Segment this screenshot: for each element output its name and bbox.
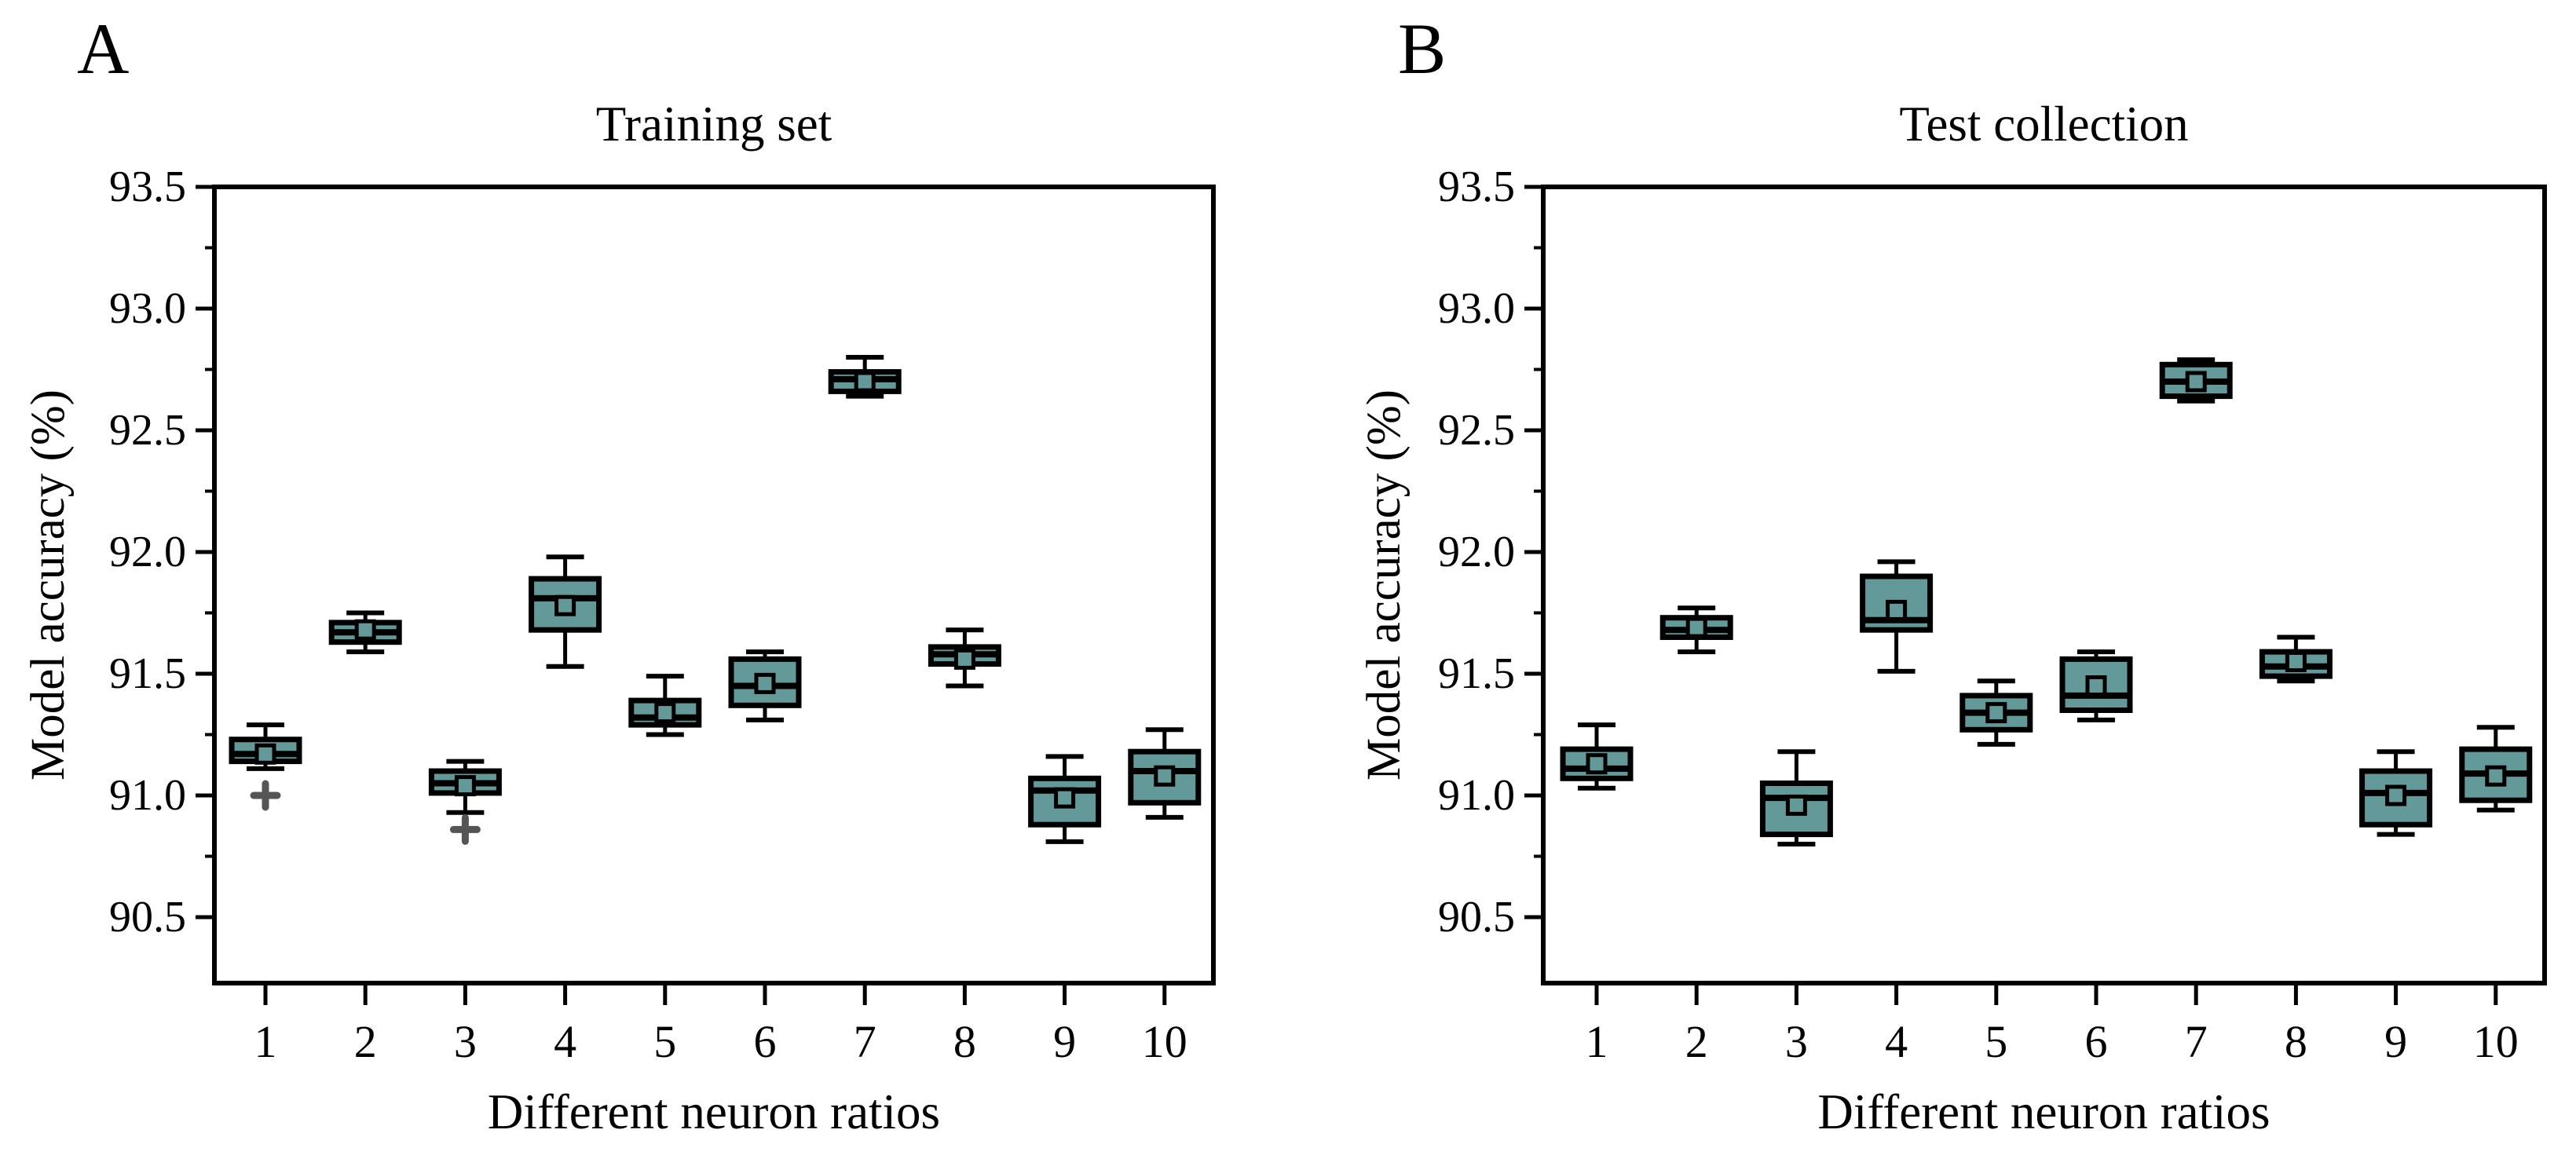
mean-marker xyxy=(754,672,776,694)
y-tick-label: 91.5 xyxy=(109,649,186,698)
box-group-2 xyxy=(1659,605,1733,655)
x-tick-label: 7 xyxy=(854,1016,876,1067)
x-axis-label: Different neuron ratios xyxy=(487,1084,941,1139)
x-tick-label: 4 xyxy=(554,1016,576,1067)
x-tick-label: 8 xyxy=(953,1016,976,1067)
x-tick-label: 9 xyxy=(2384,1016,2407,1067)
mean-marker xyxy=(854,371,876,393)
mean-marker xyxy=(953,648,975,670)
x-tick-label: 1 xyxy=(254,1016,277,1067)
box-group-8 xyxy=(2259,634,2333,684)
mean-marker xyxy=(1985,702,2007,724)
x-tick-label: 5 xyxy=(1985,1016,2007,1067)
mean-marker xyxy=(254,743,276,765)
box-group-10 xyxy=(2459,725,2533,813)
y-tick-label: 91.0 xyxy=(1438,771,1515,820)
box-group-10 xyxy=(1128,727,1202,820)
y-tick-label: 93.0 xyxy=(1438,284,1515,333)
y-axis: 93.5 93.0 92.5 92.0 91.5 91.0 90.5 xyxy=(1438,163,1543,941)
y-tick-label: 92.0 xyxy=(1438,528,1515,576)
mean-marker xyxy=(2185,371,2207,393)
box-group-7 xyxy=(828,355,902,399)
x-axis: 1 2 3 4 5 6 7 8 9 10 xyxy=(1586,983,2519,1067)
x-tick-label: 10 xyxy=(1142,1016,1187,1067)
x-tick-label: 3 xyxy=(454,1016,477,1067)
box-group-6 xyxy=(728,649,802,722)
box-group-7 xyxy=(2159,357,2233,404)
boxplot-training-set: 93.5 93.0 92.5 92.0 91.5 91.0 90.5 1 2 3 4 5 6 7 8 9 10 xyxy=(109,163,1216,1067)
panel-letter-b: B xyxy=(1398,9,1447,89)
x-tick-label: 5 xyxy=(653,1016,676,1067)
mean-marker xyxy=(1685,616,1707,638)
mean-marker xyxy=(654,702,676,724)
chart-title-test: Test collection xyxy=(1899,97,2189,152)
mean-marker xyxy=(454,775,476,797)
y-tick-label: 90.5 xyxy=(1438,893,1515,941)
x-tick-label: 6 xyxy=(754,1016,777,1067)
y-tick-label: 91.5 xyxy=(1438,649,1515,698)
boxplot-test-collection: 93.5 93.0 92.5 92.0 91.5 91.0 90.5 1 2 3 4 5 6 7 8 9 10 xyxy=(1438,163,2547,1067)
mean-marker xyxy=(1886,599,1908,621)
x-tick-label: 4 xyxy=(1885,1016,1908,1067)
x-tick-label: 3 xyxy=(1785,1016,1808,1067)
x-tick-label: 10 xyxy=(2473,1016,2519,1067)
box-group-5 xyxy=(628,674,702,737)
mean-marker xyxy=(2085,675,2107,696)
box-group-9 xyxy=(1028,754,1102,844)
box-group-8 xyxy=(928,627,1001,689)
x-tick-label: 6 xyxy=(2085,1016,2108,1067)
y-tick-label: 92.5 xyxy=(109,406,186,455)
y-tick-label: 93.0 xyxy=(109,284,186,333)
panel-test-collection: B Test collection Model accuracy (%) Dif… xyxy=(1288,0,2576,1159)
mean-marker xyxy=(2485,765,2507,787)
mean-marker xyxy=(1054,787,1076,809)
x-axis: 1 2 3 4 5 6 7 8 9 10 xyxy=(254,983,1187,1067)
y-tick-label: 92.5 xyxy=(1438,406,1515,455)
box-group-2 xyxy=(328,610,402,655)
x-tick-label: 2 xyxy=(1685,1016,1708,1067)
x-axis-label: Different neuron ratios xyxy=(1817,1084,2270,1139)
box-group-3 xyxy=(1759,749,1833,846)
plot-frame xyxy=(212,185,1216,985)
box-group-1 xyxy=(1560,722,1634,791)
box-group-3 xyxy=(428,759,502,845)
chart-title-training: Training set xyxy=(595,97,832,152)
y-tick-label: 91.0 xyxy=(109,771,186,820)
x-tick-label: 2 xyxy=(354,1016,377,1067)
y-tick-label: 93.5 xyxy=(109,163,186,211)
box-group-9 xyxy=(2359,749,2433,837)
mean-marker xyxy=(2285,651,2307,672)
x-tick-label: 9 xyxy=(1053,1016,1076,1067)
mean-marker xyxy=(1785,794,1807,816)
mean-marker xyxy=(2385,784,2407,806)
panel-letter-a: A xyxy=(77,9,130,89)
box-group-6 xyxy=(2059,649,2133,722)
y-tick-label: 90.5 xyxy=(109,893,186,941)
box-group-4 xyxy=(1860,559,1934,674)
box-group-4 xyxy=(529,554,602,669)
plot-frame xyxy=(1541,185,2547,985)
y-tick-label: 93.5 xyxy=(1438,163,1515,211)
y-axis: 93.5 93.0 92.5 92.0 91.5 91.0 90.5 xyxy=(109,163,214,941)
x-tick-label: 1 xyxy=(1586,1016,1608,1067)
mean-marker xyxy=(1154,765,1176,787)
x-tick-label: 8 xyxy=(2285,1016,2307,1067)
mean-marker xyxy=(1586,753,1608,775)
x-tick-label: 7 xyxy=(2185,1016,2208,1067)
box-group-5 xyxy=(1959,678,2033,747)
y-tick-label: 92.0 xyxy=(109,528,186,576)
box-group-1 xyxy=(229,722,302,811)
mean-marker xyxy=(354,619,376,641)
mean-marker xyxy=(554,594,576,616)
panel-training-set: A Training set Model accuracy (%) Differ… xyxy=(22,9,1216,1139)
